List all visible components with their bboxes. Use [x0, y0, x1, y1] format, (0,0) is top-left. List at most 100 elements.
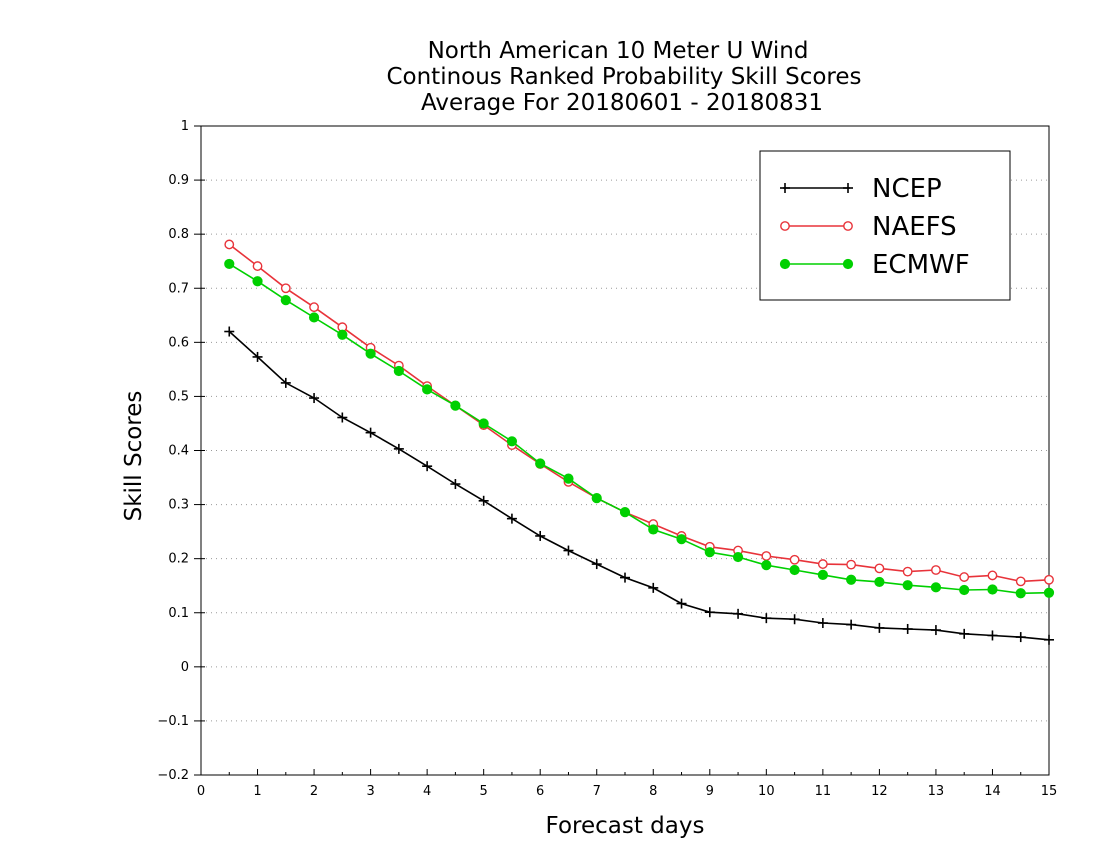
data-point-ncep: [789, 614, 800, 625]
legend-item-ecmwf: ECMWF: [779, 250, 970, 280]
x-tick-label: 3: [366, 784, 374, 799]
data-point-ecmwf: [280, 295, 291, 306]
data-point-ncep: [365, 427, 376, 438]
y-axis-label: Skill Scores: [121, 391, 147, 522]
data-point-ncep: [422, 461, 433, 472]
y-axis-ticks: −0.2 −0.1 0 0.1 0.2 0.3 0.4 0.5 0.6 0.7 0.8 0.9 1: [157, 119, 205, 783]
data-point-ncep: [1015, 632, 1026, 643]
legend-label-ecmwf: ECMWF: [872, 250, 970, 280]
legend-marker-right: [843, 221, 853, 231]
data-point-ncep: [450, 479, 461, 490]
data-point-naefs: [789, 554, 800, 565]
legend-marker-right: [842, 258, 854, 270]
x-tick-label: 1: [253, 784, 261, 799]
data-point-ncep: [704, 607, 715, 618]
series-line-ncep: [228, 330, 1050, 641]
x-tick-label: 5: [480, 784, 488, 799]
data-point-ncep: [1044, 634, 1054, 645]
data-point-ecmwf: [563, 473, 574, 484]
data-point-ecmwf: [393, 365, 404, 377]
legend-marker-left: [779, 258, 791, 270]
data-point-ncep: [224, 326, 235, 337]
data-point-ecmwf: [535, 458, 546, 469]
series-line-ecmwf: [228, 263, 1050, 595]
x-tick-label: 7: [593, 784, 601, 799]
data-point-naefs: [987, 570, 998, 581]
legend: NCEP NAEFS ECMWF: [759, 150, 1011, 301]
data-point-ecmwf: [337, 329, 348, 340]
chart-title-line-2: Continous Ranked Probability Skill Score…: [386, 64, 861, 90]
legend-item-ncep: NCEP: [780, 174, 942, 204]
data-point-ncep: [478, 495, 489, 506]
data-point-ecmwf: [902, 580, 913, 591]
data-point-ecmwf: [591, 492, 602, 504]
y-tick-label: −0.2: [157, 768, 189, 783]
data-point-ncep: [930, 625, 941, 636]
data-point-ecmwf: [987, 584, 998, 595]
y-tick-label: 0.5: [168, 389, 189, 404]
data-point-naefs: [846, 559, 857, 570]
data-point-ncep: [846, 619, 857, 630]
legend-item-naefs: NAEFS: [780, 212, 957, 242]
x-axis-ticks: 0 1 2 3 4 5 6 7 8 9 10 11 12 13 14 15: [197, 769, 1057, 799]
x-tick-label: 4: [423, 784, 431, 799]
y-tick-label: 0.1: [168, 606, 189, 621]
data-point-ecmwf: [648, 524, 659, 535]
y-tick-label: 0.3: [168, 498, 189, 513]
data-point-ncep: [337, 412, 348, 423]
data-point-naefs: [252, 261, 263, 271]
data-point-ncep: [309, 393, 320, 404]
data-point-ncep: [620, 572, 630, 583]
y-tick-label: 0: [181, 660, 189, 675]
y-tick-label: 0.8: [168, 227, 189, 242]
data-point-ecmwf: [732, 551, 744, 563]
data-point-ncep: [761, 613, 772, 624]
data-point-ecmwf: [874, 576, 885, 588]
data-point-naefs: [761, 551, 772, 561]
data-point-naefs: [902, 566, 913, 577]
legend-marker-right: [843, 183, 853, 193]
data-point-naefs: [817, 559, 828, 569]
data-point-ncep: [506, 513, 517, 524]
data-point-ecmwf: [506, 436, 518, 447]
x-tick-label: 2: [310, 784, 318, 799]
data-point-ncep: [535, 530, 546, 541]
data-point-ncep: [393, 443, 404, 454]
data-point-ncep: [874, 622, 885, 633]
data-point-ncep: [817, 618, 828, 629]
x-tick-label: 0: [197, 784, 205, 799]
x-tick-label: 9: [706, 784, 714, 799]
data-point-ncep: [252, 351, 263, 362]
x-tick-label: 10: [758, 784, 775, 799]
data-point-ncep: [902, 623, 913, 634]
data-point-ncep: [280, 377, 291, 388]
data-point-ncep: [959, 628, 970, 639]
data-point-ecmwf: [930, 582, 942, 593]
data-point-ncep: [648, 582, 659, 593]
x-tick-label: 11: [815, 784, 832, 799]
chart-title-line-1: North American 10 Meter U Wind: [428, 38, 809, 64]
data-point-naefs: [1044, 574, 1054, 585]
series-layer: [224, 239, 1055, 645]
data-point-ecmwf: [846, 574, 857, 585]
data-point-naefs: [280, 283, 291, 294]
data-point-ecmwf: [365, 348, 376, 359]
x-tick-label: 14: [984, 784, 1001, 799]
data-point-ncep: [563, 545, 574, 556]
data-point-naefs: [959, 572, 970, 582]
data-point-ecmwf: [704, 547, 715, 558]
data-point-naefs: [931, 565, 941, 575]
data-point-ecmwf: [761, 560, 772, 571]
data-point-naefs: [224, 239, 235, 250]
x-tick-label: 13: [928, 784, 945, 799]
data-point-ncep: [676, 598, 687, 609]
series-ncep: [224, 326, 1054, 645]
y-tick-label: 0.9: [168, 173, 189, 188]
data-point-ecmwf: [450, 400, 461, 411]
legend-marker-left: [780, 183, 790, 193]
y-tick-label: 0.4: [168, 444, 189, 459]
chart-title-line-3: Average For 20180601 - 20180831: [421, 90, 823, 116]
data-point-ecmwf: [959, 584, 970, 596]
x-tick-label: 8: [649, 784, 657, 799]
